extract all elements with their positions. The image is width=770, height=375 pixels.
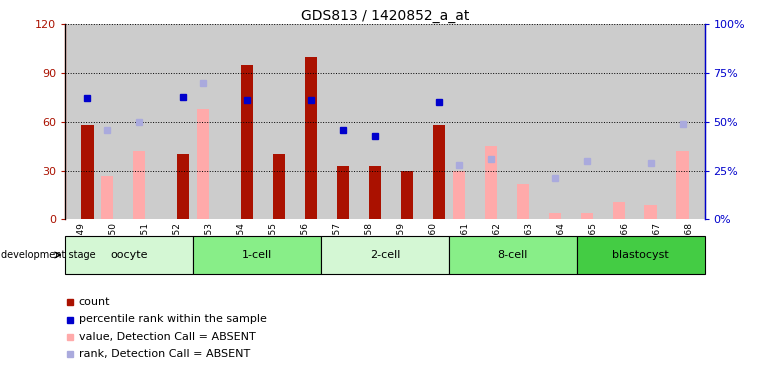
Bar [484,146,497,219]
Bar [453,171,465,219]
Bar [385,24,417,219]
Bar [612,201,624,219]
Bar [193,24,226,219]
Bar [290,24,321,219]
Bar [177,154,189,219]
Bar [449,24,480,219]
Text: count: count [79,297,110,307]
Bar [577,236,705,274]
Bar [433,125,445,219]
Bar [321,24,353,219]
Bar [321,236,449,274]
Text: GDS813 / 1420852_a_at: GDS813 / 1420852_a_at [301,9,469,23]
Bar [133,151,146,219]
Text: blastocyst: blastocyst [612,250,669,260]
Bar [353,24,385,219]
Bar [480,24,513,219]
Bar [226,24,257,219]
Bar [676,151,688,219]
Bar [273,154,286,219]
Bar [673,24,705,219]
Bar [65,236,193,274]
Text: 1-cell: 1-cell [242,250,273,260]
Bar [641,24,673,219]
Bar [241,65,253,219]
Bar [577,24,609,219]
Bar [193,236,321,274]
Bar [101,176,113,219]
Bar [82,125,94,219]
Bar [401,171,413,219]
Text: percentile rank within the sample: percentile rank within the sample [79,315,266,324]
Bar [644,205,657,219]
Bar [197,109,209,219]
Bar [257,24,290,219]
Bar [449,236,577,274]
Text: 2-cell: 2-cell [370,250,400,260]
Bar [548,213,561,219]
Bar [581,213,593,219]
Bar [162,24,193,219]
Bar [369,166,381,219]
Bar [129,24,162,219]
Text: development stage: development stage [1,250,95,260]
Text: rank, Detection Call = ABSENT: rank, Detection Call = ABSENT [79,349,250,359]
Bar [417,24,449,219]
Bar [517,184,529,219]
Text: value, Detection Call = ABSENT: value, Detection Call = ABSENT [79,332,256,342]
Text: 8-cell: 8-cell [497,250,528,260]
Bar [609,24,641,219]
Bar [545,24,577,219]
Bar [65,24,97,219]
Text: oocyte: oocyte [111,250,148,260]
Bar [305,57,317,219]
Bar [337,166,350,219]
Bar [98,24,129,219]
Bar [513,24,545,219]
